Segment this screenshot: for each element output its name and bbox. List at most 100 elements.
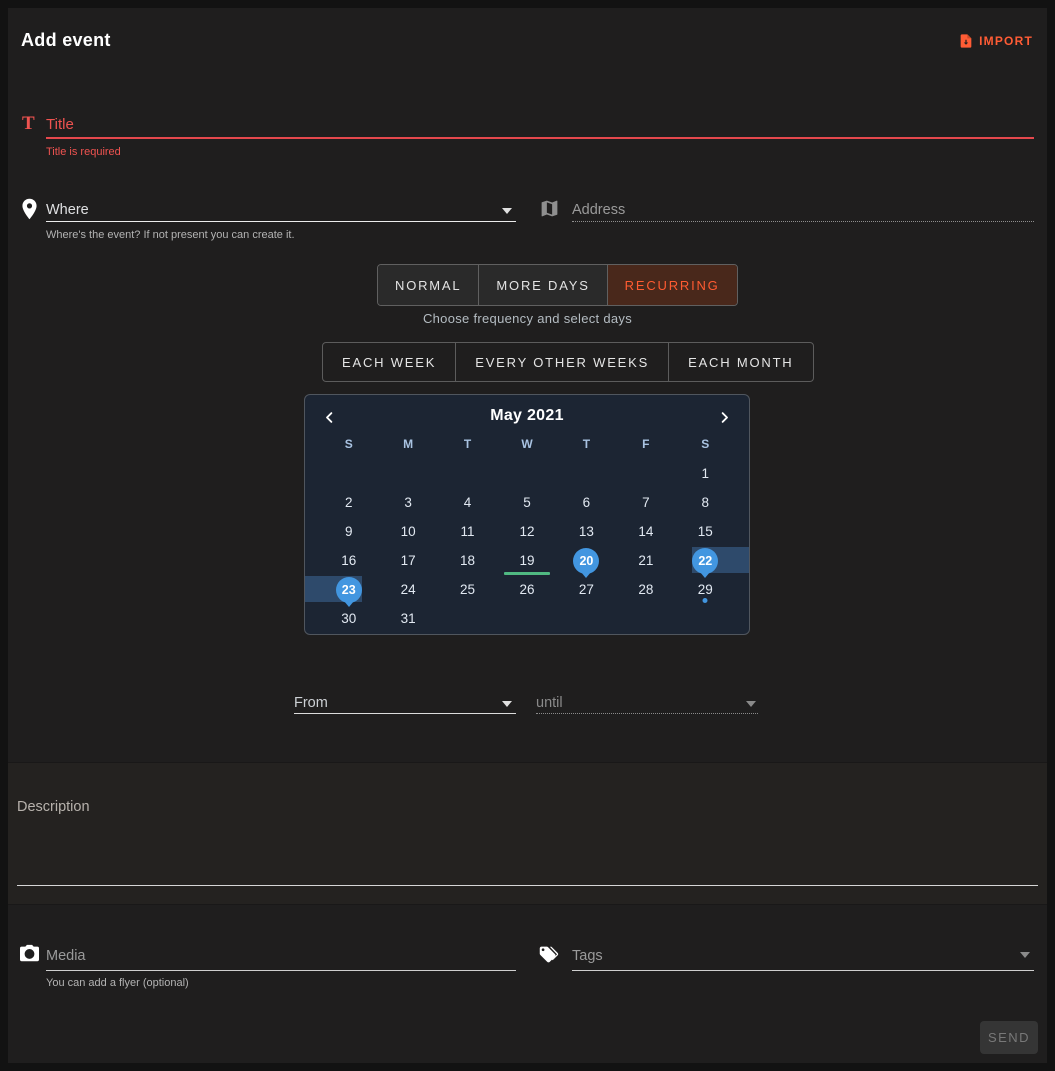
tab-more-days[interactable]: MORE DAYS <box>479 265 608 305</box>
tags-select[interactable]: Tags <box>572 948 603 964</box>
calendar-day[interactable]: 27 <box>578 582 594 597</box>
calendar-day[interactable]: 26 <box>519 582 535 597</box>
weekday-label: W <box>521 437 533 451</box>
description-textarea[interactable]: Description <box>8 762 1047 905</box>
address-input[interactable]: Address <box>572 202 626 218</box>
map-icon <box>541 200 558 217</box>
calendar-day-empty <box>319 459 378 488</box>
calendar-day[interactable]: 9 <box>344 524 353 539</box>
calendar-day[interactable]: 8 <box>701 495 710 510</box>
calendar-day[interactable]: 6 <box>582 495 591 510</box>
where-caret-icon[interactable] <box>502 208 512 214</box>
weekday-label: T <box>582 437 591 451</box>
until-caret-icon[interactable] <box>746 701 756 707</box>
calendar-day[interactable]: 14 <box>638 524 654 539</box>
calendar-day[interactable]: 17 <box>400 553 416 568</box>
calendar-day-empty <box>497 459 556 488</box>
event-type-tabs: NORMAL MORE DAYS RECURRING <box>377 264 738 306</box>
from-underline <box>294 713 516 714</box>
calendar-day[interactable]: 2 <box>344 495 353 510</box>
import-button[interactable]: IMPORT <box>958 33 1033 49</box>
where-underline <box>46 221 516 222</box>
calendar-day-today[interactable]: 19 <box>497 546 556 575</box>
calendar-day-empty <box>438 604 497 633</box>
media-hint: You can add a flyer (optional) <box>46 977 189 989</box>
title-error: Title is required <box>46 146 121 158</box>
calendar-day[interactable]: 16 <box>341 553 357 568</box>
calendar-day[interactable]: 15 <box>697 524 713 539</box>
prev-month-icon[interactable] <box>322 410 337 425</box>
calendar-day-empty <box>497 604 556 633</box>
weekday-label: F <box>642 437 650 451</box>
event-dot-indicator <box>702 598 708 603</box>
calendar-day[interactable]: 10 <box>400 524 416 539</box>
calendar-day[interactable]: 1 <box>701 466 710 481</box>
frequency-hint: Choose frequency and select days <box>422 311 633 326</box>
file-import-icon <box>960 34 972 48</box>
calendar-day[interactable]: 12 <box>519 524 535 539</box>
calendar-day[interactable]: 28 <box>638 582 654 597</box>
weekday-label: M <box>403 437 414 451</box>
tab-recurring[interactable]: RECURRING <box>607 265 737 305</box>
dialog-card: Add event IMPORT T Title Title is requir… <box>8 8 1047 1063</box>
calendar-weekday-row: S M T W T F S <box>319 437 735 451</box>
calendar-day-empty <box>676 604 735 633</box>
from-time-select[interactable]: From <box>294 695 328 711</box>
calendar-day[interactable]: 4 <box>463 495 472 510</box>
calendar-day-empty <box>438 459 497 488</box>
weekday-label: S <box>701 437 710 451</box>
weekday-label: S <box>344 437 353 451</box>
each-week-button[interactable]: EACH WEEK <box>323 343 457 381</box>
title-input[interactable]: Title <box>46 116 74 133</box>
calendar-day[interactable]: 30 <box>341 611 357 626</box>
camera-icon <box>20 944 39 962</box>
calendar-day-selected[interactable]: 22 <box>676 546 750 575</box>
calendar-day-empty <box>616 459 675 488</box>
location-pin-icon <box>22 198 37 220</box>
calendar-day[interactable]: 24 <box>400 582 416 597</box>
calendar-day[interactable]: 31 <box>400 611 416 626</box>
tags-underline <box>572 970 1034 971</box>
calendar: May 2021 S M T W T F S 1 2 3 <box>304 394 750 635</box>
next-month-icon[interactable] <box>717 410 732 425</box>
media-input[interactable]: Media <box>46 948 86 964</box>
calendar-day-empty <box>557 604 616 633</box>
every-other-weeks-button[interactable]: EVERY OTHER WEEKS <box>456 343 670 381</box>
tags-caret-icon[interactable] <box>1020 952 1030 958</box>
calendar-day-with-event[interactable]: 29 <box>676 575 735 604</box>
tab-normal[interactable]: NORMAL <box>378 265 480 305</box>
where-hint: Where's the event? If not present you ca… <box>46 229 295 241</box>
page-title: Add event <box>21 30 111 50</box>
calendar-day-selected[interactable]: 20 <box>557 546 616 575</box>
until-time-select[interactable]: until <box>536 695 563 711</box>
where-select[interactable]: Where <box>46 202 89 218</box>
tags-icon <box>539 946 559 963</box>
calendar-day[interactable]: 7 <box>642 495 650 510</box>
send-button[interactable]: SEND <box>980 1021 1038 1054</box>
address-underline <box>572 214 1034 222</box>
import-label: IMPORT <box>979 34 1033 48</box>
calendar-day-empty <box>378 459 437 488</box>
from-caret-icon[interactable] <box>502 701 512 707</box>
media-underline <box>46 970 516 971</box>
calendar-day[interactable]: 25 <box>460 582 476 597</box>
calendar-day[interactable]: 3 <box>404 495 412 510</box>
description-underline <box>17 885 1038 886</box>
today-indicator <box>503 572 550 575</box>
title-icon: T <box>22 113 35 134</box>
calendar-day[interactable]: 21 <box>638 553 654 568</box>
calendar-day-empty <box>616 604 675 633</box>
calendar-grid: 1 2 3 4 5 6 7 8 9 10 11 12 13 14 15 16 1… <box>304 459 750 633</box>
calendar-day-empty <box>557 459 616 488</box>
calendar-day[interactable]: 13 <box>578 524 594 539</box>
calendar-day[interactable]: 5 <box>523 495 531 510</box>
each-month-button[interactable]: EACH MONTH <box>688 354 794 370</box>
until-underline <box>536 706 758 714</box>
calendar-month-label: May 2021 <box>490 407 564 424</box>
calendar-day[interactable]: 11 <box>460 524 475 539</box>
calendar-day-selected[interactable]: 23 <box>304 575 378 604</box>
calendar-day[interactable]: 18 <box>460 553 476 568</box>
weekday-label: T <box>463 437 472 451</box>
frequency-options: EACH WEEK EVERY OTHER WEEKS EACH MONTH <box>322 342 814 382</box>
